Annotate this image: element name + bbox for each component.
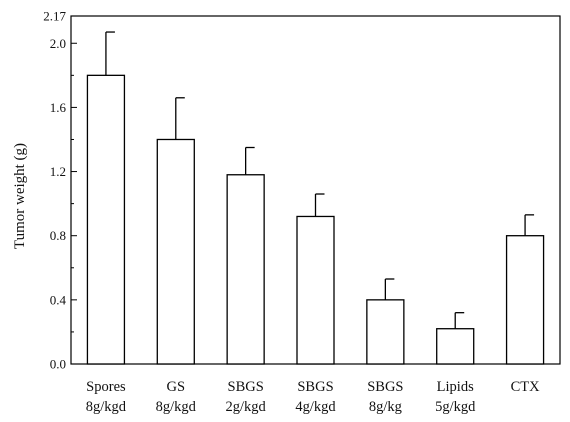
x-category-label: 5g/kgd: [435, 399, 476, 415]
bar: [505, 235, 545, 365]
bar: [436, 328, 475, 365]
x-category-label: Spores: [86, 379, 126, 395]
error-bars-layer: [105, 31, 535, 329]
x-category-label: Lipids: [437, 379, 474, 395]
y-tick-label: 0.8: [50, 228, 66, 243]
x-category-label: SBGS: [297, 379, 333, 395]
y-tick-label: 1.6: [50, 100, 67, 115]
bar: [296, 215, 335, 365]
bar: [366, 299, 405, 365]
y-tick-label: 0.0: [50, 357, 66, 372]
bar: [86, 74, 126, 365]
bar: [226, 174, 265, 365]
y-axis: 0.0 0.4 0.8 1.2 1.6 2.0 2.17: [43, 9, 77, 372]
y-tick-label: 0.4: [50, 292, 67, 307]
x-category-label: SBGS: [367, 379, 403, 395]
x-category-label: 8g/kgd: [156, 399, 197, 415]
x-axis-labels: Spores 8g/kgd GS 8g/kgd SBGS 2g/kgd SBGS 4g/kgd…: [86, 379, 540, 415]
y-tick-label: 2.17: [43, 9, 66, 24]
x-category-label: 8g/kgd: [86, 399, 127, 415]
x-category-label: 8g/kg: [369, 399, 402, 415]
x-category-label: GS: [167, 379, 186, 395]
y-axis-title: Tumor weight (g): [12, 143, 28, 249]
bars-layer: [86, 74, 545, 365]
y-tick-label: 2.0: [50, 36, 66, 51]
y-tick-label: 1.2: [50, 164, 66, 179]
x-category-label: 2g/kgd: [226, 399, 267, 415]
x-category-label: SBGS: [228, 379, 264, 395]
x-category-label: 4g/kgd: [295, 399, 336, 415]
bar: [156, 138, 195, 365]
x-category-label: CTX: [511, 379, 541, 395]
